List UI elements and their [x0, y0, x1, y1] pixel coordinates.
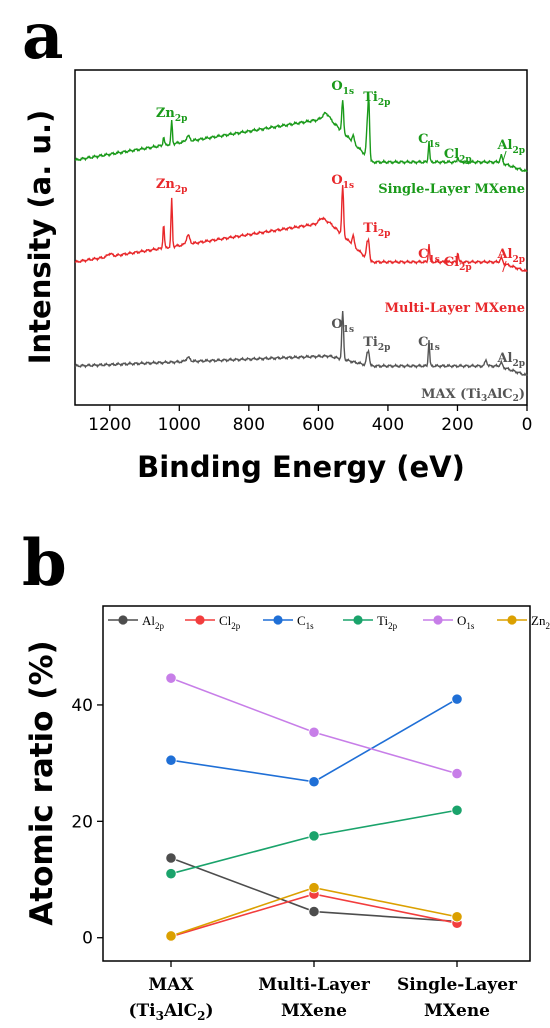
category-label: Single-Layer [397, 975, 518, 995]
category-label: MAX [148, 975, 194, 995]
legend-swatch-marker [433, 615, 443, 625]
x-tick-label: 0 [522, 415, 533, 435]
series-label-max: MAX (Ti3AlC2) [421, 387, 525, 404]
category-label-line2: MXene [281, 1001, 347, 1021]
al-leader-line [502, 260, 507, 273]
peak-label-single-c: C1s [418, 132, 440, 150]
peak-label-single-cl: Cl2p [444, 147, 472, 165]
point-O1s [308, 726, 320, 738]
ratio-lines [165, 672, 463, 943]
legend-swatch-marker [273, 615, 283, 625]
legend-swatch-marker [118, 615, 128, 625]
x-tick-label: 1200 [88, 415, 131, 435]
point-C1s [451, 693, 463, 705]
peak-label-multi-o: O1s [331, 173, 354, 191]
series-label-multi-layer: Multi-Layer MXene [385, 301, 525, 316]
atomic-ratio-chart: Al2p Cl2p C1s Ti2p O1s Zn2p 0 20 40 MAX (Ti3AlC2… [24, 605, 550, 1023]
panel-b-letter: b [22, 526, 67, 601]
point-C1s [308, 776, 320, 788]
y-axis-title-b: Atomic ratio (%) [24, 640, 60, 925]
series-label-single-layer: Single-Layer MXene [378, 182, 525, 197]
x-tick-label: 800 [233, 415, 265, 435]
legend-swatch-marker [353, 615, 363, 625]
peak-label-max-c: C1s [418, 335, 440, 353]
point-Ti2p [451, 804, 463, 816]
peak-label-multi-ti: Ti2p [363, 221, 390, 239]
category-label-line2: MXene [424, 1001, 490, 1021]
xps-curve-multi [74, 185, 528, 272]
peak-label-single-ti: Ti2p [363, 90, 390, 108]
point-Zn2p [451, 911, 463, 923]
peak-label-max-al: Al2p [496, 351, 525, 369]
x-tick-label: 200 [441, 415, 473, 435]
peak-label-multi-zn: Zn2p [156, 177, 188, 195]
legend-label-Ti2p: Ti2p [377, 613, 398, 631]
x-tick-label: 1000 [158, 415, 201, 435]
xps-curve-single [74, 94, 528, 173]
category-label: Multi-Layer [258, 975, 371, 995]
peak-label-single-o: O1s [331, 79, 354, 97]
xps-plot-frame [74, 69, 528, 406]
peak-label-multi-cl: Cl2p [444, 255, 472, 273]
point-Zn2p [165, 930, 177, 942]
category-labels: MAX (Ti3AlC2) Multi-Layer MXene Single-Layer… [128, 975, 518, 1023]
peak-label-max-o: O1s [331, 317, 354, 335]
x-tick-label: 600 [302, 415, 334, 435]
legend-label-Zn2p: Zn2p [531, 613, 550, 631]
x-tick-label: 400 [372, 415, 404, 435]
ratio-plot-frame [102, 605, 531, 962]
category-label-line2: (Ti3AlC2) [128, 1001, 213, 1023]
y-tick-label: 20 [71, 812, 93, 832]
legend-label-O1s: O1s [457, 613, 475, 631]
xps-curve-max [74, 311, 528, 376]
al-leader-line [502, 150, 507, 163]
y-axis-title-a: Intensity (a. u.) [23, 110, 57, 365]
point-Al2p [165, 852, 177, 864]
xps-x-ticks: 1200 1000 800 600 400 200 0 [88, 405, 532, 435]
legend: Al2p Cl2p C1s Ti2p O1s Zn2p [108, 613, 550, 631]
y-tick-label: 0 [82, 929, 93, 949]
peak-label-max-ti: Ti2p [363, 335, 390, 353]
point-Ti2p [308, 830, 320, 842]
x-axis-title: Binding Energy (eV) [137, 450, 465, 484]
peak-label-multi-al: Al2p [496, 247, 525, 265]
legend-swatch-marker [507, 615, 517, 625]
point-O1s [451, 768, 463, 780]
series-line-O1s [170, 677, 458, 775]
point-C1s [165, 754, 177, 766]
series-line-Ti2p [170, 809, 458, 875]
point-Ti2p [165, 868, 177, 880]
point-Zn2p [308, 882, 320, 894]
y-tick-label: 40 [71, 696, 93, 716]
series-line-C1s [170, 698, 458, 783]
panel-a-letter: a [22, 0, 63, 74]
legend-label-C1s: C1s [297, 613, 314, 631]
legend-swatch-marker [195, 615, 205, 625]
y-ticks: 0 20 40 [71, 696, 458, 967]
point-O1s [165, 672, 177, 684]
point-Al2p [308, 905, 320, 918]
xps-curves [74, 94, 528, 376]
peak-label-single-zn: Zn2p [156, 106, 188, 124]
peak-label-single-al: Al2p [496, 138, 525, 156]
peak-label-multi-c: C1s [418, 247, 440, 265]
legend-label-Cl2p: Cl2p [219, 613, 241, 631]
legend-label-Al2p: Al2p [142, 613, 165, 631]
